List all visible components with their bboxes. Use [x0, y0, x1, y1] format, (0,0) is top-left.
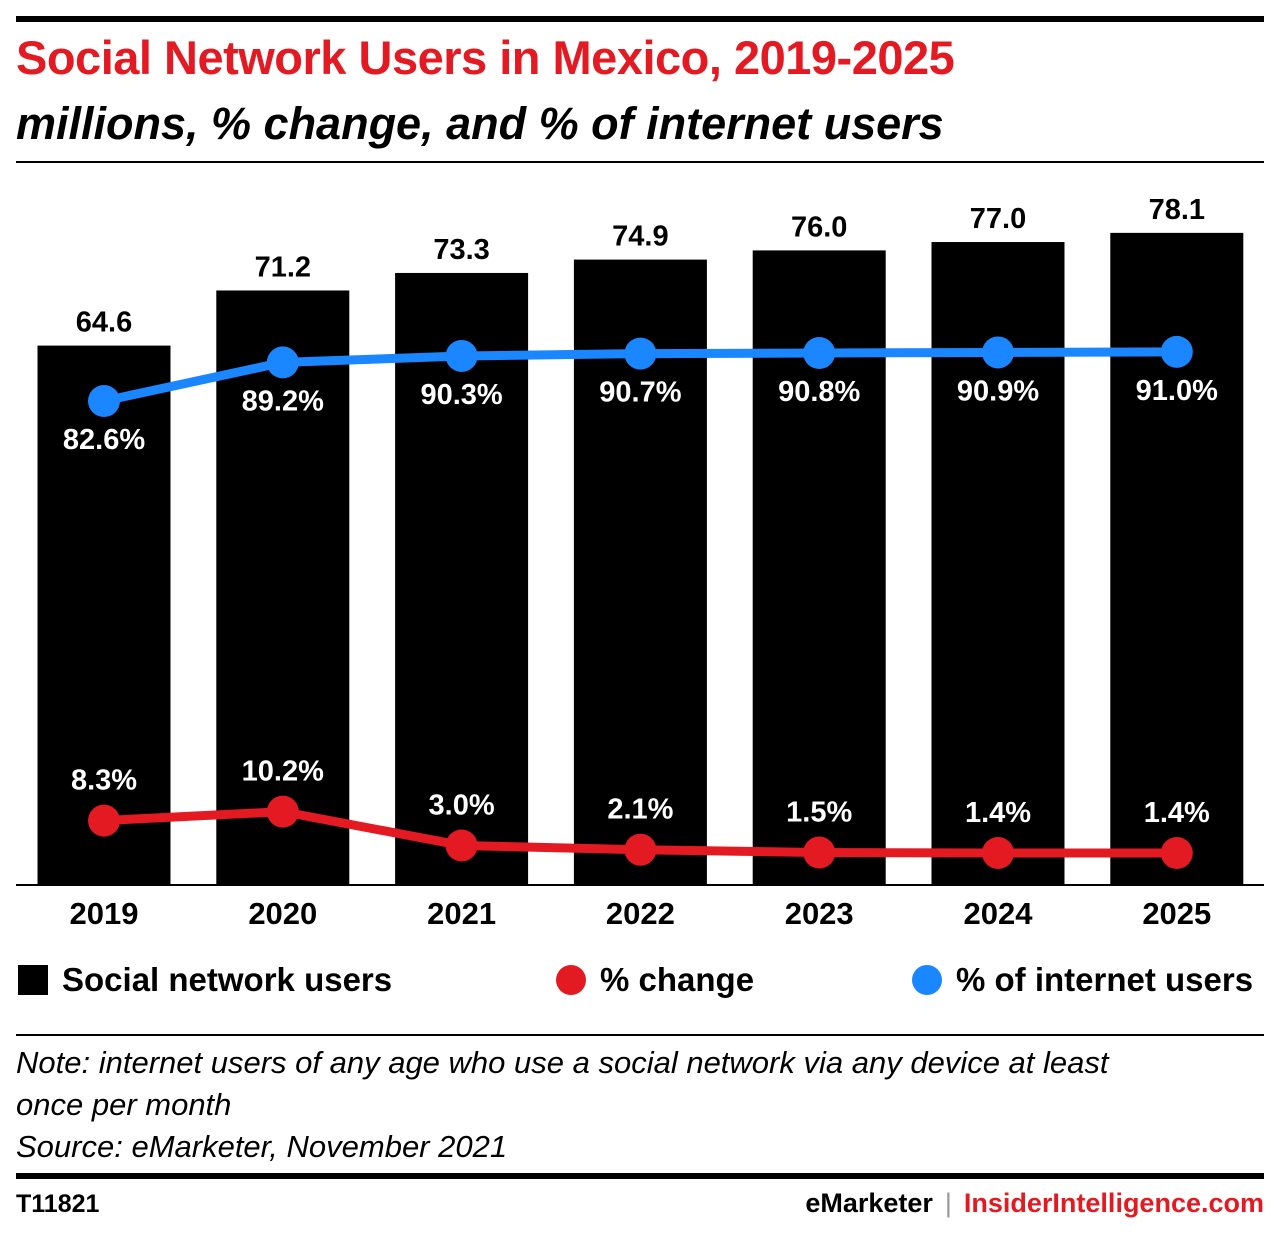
bar-value-label: 74.9: [612, 221, 668, 253]
legend-red-dot-icon: [556, 965, 586, 995]
top-rule: [16, 16, 1264, 22]
x-tick-label: 2020: [248, 896, 317, 931]
x-tick-label: 2022: [606, 896, 675, 931]
notes-divider: [16, 1034, 1264, 1036]
point-internet-users: [88, 385, 120, 417]
data-label-internet-users: 90.3%: [420, 379, 502, 411]
bar-value-label: 71.2: [255, 251, 311, 283]
title-divider: [16, 161, 1264, 163]
point-percent-change: [624, 833, 657, 866]
data-label-internet-users: 89.2%: [242, 385, 324, 417]
source-line: Source: eMarketer, November 2021: [16, 1129, 508, 1164]
data-label-internet-users: 82.6%: [63, 424, 145, 456]
brand-separator: |: [944, 1188, 952, 1218]
chart-title: Social Network Users in Mexico, 2019-202…: [16, 31, 955, 84]
point-internet-users: [982, 336, 1014, 369]
x-tick-label: 2023: [785, 896, 854, 931]
data-label-internet-users: 90.9%: [957, 375, 1039, 407]
bar-value-label: 77.0: [970, 203, 1026, 235]
legend-label: % change: [600, 961, 755, 998]
bar-value-label: 78.1: [1149, 194, 1205, 226]
point-internet-users: [445, 339, 478, 372]
legend-item-internet: % of internet users: [912, 958, 1253, 1002]
data-label-percent-change: 1.5%: [786, 797, 852, 829]
point-internet-users: [803, 337, 836, 370]
legend-item-change: % change: [556, 958, 754, 1002]
data-label-internet-users: 90.8%: [778, 376, 860, 408]
point-percent-change: [1160, 837, 1193, 869]
bar-value-label: 73.3: [433, 234, 489, 266]
brand-insider-intelligence: InsiderIntelligence.com: [963, 1188, 1264, 1218]
x-tick-label: 2019: [70, 896, 139, 931]
data-label-percent-change: 3.0%: [429, 789, 495, 821]
notes: Note: internet users of any age who use …: [16, 1042, 1264, 1168]
x-tick-label: 2025: [1142, 896, 1211, 931]
data-label-internet-users: 91.0%: [1136, 375, 1218, 407]
data-label-internet-users: 90.7%: [599, 377, 681, 409]
chart-svg: 64.6 2019 71.2 2020 73.3 2021 74.9 2022 76.0 2023…: [16, 194, 1264, 931]
footer-brand: eMarketer | InsiderIntelligence.com: [805, 1188, 1264, 1219]
data-label-percent-change: 8.3%: [71, 765, 137, 797]
x-tick-label: 2024: [964, 896, 1034, 931]
chart-id: T11821: [16, 1190, 100, 1218]
point-percent-change: [266, 795, 299, 828]
bar-value-label: 76.0: [791, 211, 847, 243]
point-percent-change: [982, 837, 1014, 869]
bottom-rule: [16, 1173, 1264, 1179]
bar-value-label: 64.6: [76, 307, 132, 339]
point-percent-change: [445, 829, 478, 862]
brand-emarketer: eMarketer: [805, 1188, 933, 1218]
legend-blue-dot-icon: [912, 965, 942, 995]
data-label-percent-change: 1.4%: [965, 797, 1031, 829]
legend-label: % of internet users: [956, 961, 1254, 998]
bar-social-users: [216, 290, 350, 886]
bar-social-users: [395, 272, 529, 885]
x-tick-label: 2021: [427, 896, 496, 931]
point-internet-users: [1160, 335, 1193, 368]
data-label-percent-change: 10.2%: [242, 756, 324, 788]
data-label-percent-change: 1.4%: [1144, 797, 1210, 829]
bar-social-users: [1110, 232, 1244, 886]
chart-subtitle: millions, % change, and % of internet us…: [16, 98, 944, 149]
point-percent-change: [803, 836, 836, 869]
legend-label: Social network users: [62, 961, 393, 998]
data-label-percent-change: 2.1%: [607, 794, 673, 826]
point-percent-change: [88, 804, 120, 837]
legend-square-icon: [18, 965, 48, 995]
bar-social-users: [37, 345, 171, 886]
legend-item-users: Social network users: [18, 958, 392, 1002]
note-line-1: Note: internet users of any age who use …: [16, 1045, 1109, 1080]
point-internet-users: [266, 346, 299, 379]
note-line-2: once per month: [16, 1087, 232, 1122]
point-internet-users: [624, 337, 657, 370]
